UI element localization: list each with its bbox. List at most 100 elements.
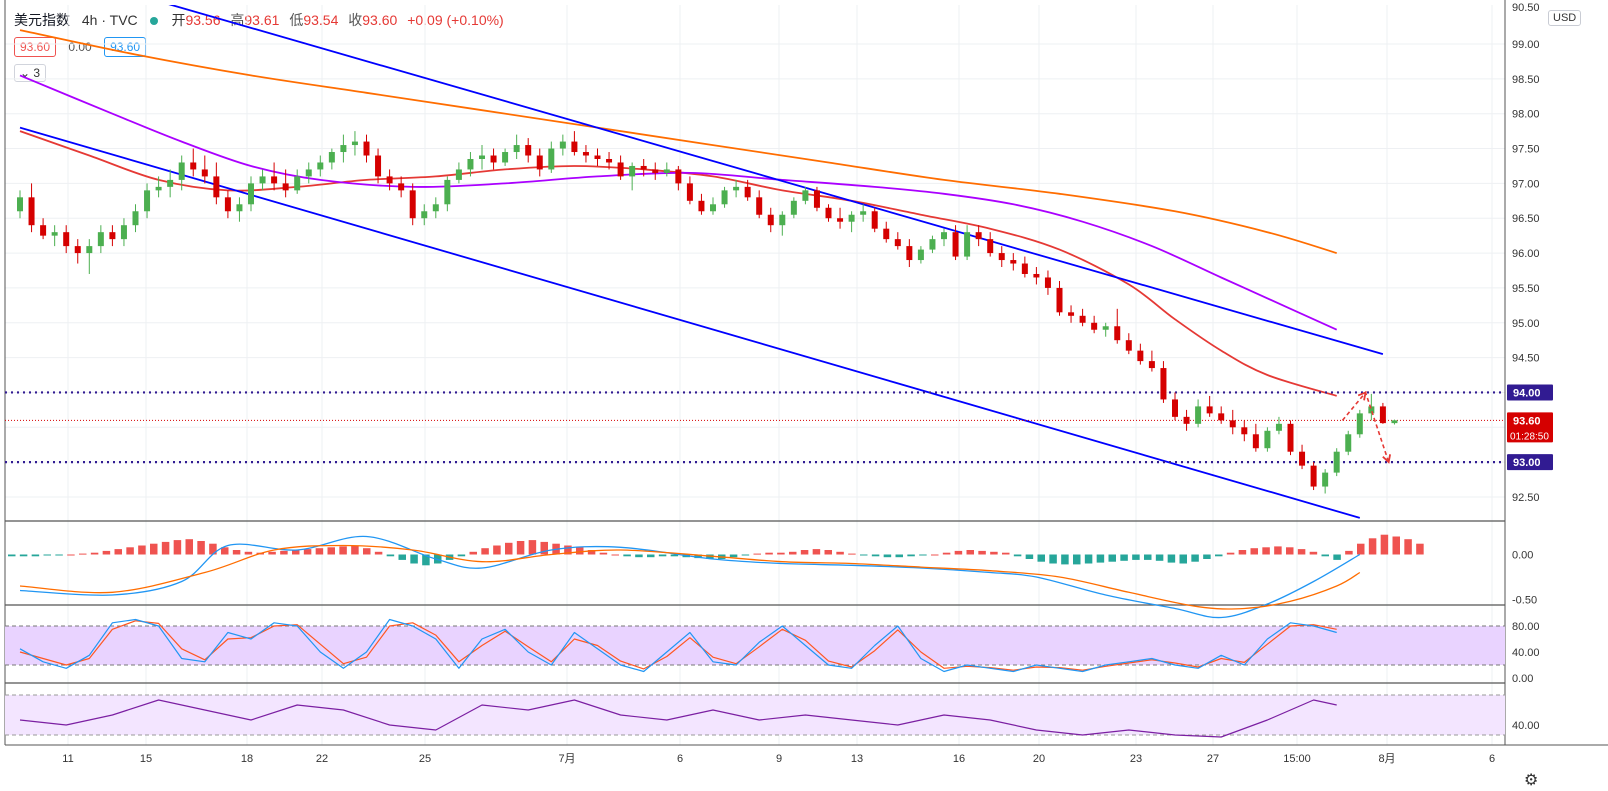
candle bbox=[1391, 419, 1398, 425]
candle bbox=[224, 190, 231, 219]
candle bbox=[871, 207, 878, 233]
macd-histogram-bar bbox=[895, 554, 903, 558]
macd-histogram-bar bbox=[398, 554, 406, 560]
candle bbox=[802, 186, 809, 205]
macd-histogram-bar bbox=[1155, 554, 1164, 561]
candle bbox=[1287, 420, 1294, 456]
candle bbox=[998, 246, 1005, 268]
candle-body bbox=[813, 190, 820, 208]
candle-body bbox=[917, 249, 924, 261]
candle bbox=[964, 225, 971, 261]
candle-body bbox=[455, 169, 462, 180]
candle bbox=[1091, 315, 1098, 334]
open-label: 开 bbox=[171, 12, 186, 28]
candle bbox=[1137, 343, 1144, 365]
macd-histogram-bar bbox=[966, 550, 974, 555]
candle-body bbox=[1345, 434, 1352, 452]
candle bbox=[51, 225, 58, 247]
chart-header: 美元指数 4h · TVC 开93.56 高93.61 低93.54 收93.6… bbox=[14, 10, 504, 30]
macd-histogram-bar bbox=[481, 548, 489, 555]
candle bbox=[1218, 406, 1225, 424]
candle bbox=[733, 179, 740, 198]
candle-body bbox=[1195, 406, 1202, 424]
candle-body bbox=[548, 148, 555, 170]
candle bbox=[629, 162, 636, 191]
macd-histogram-bar bbox=[670, 554, 679, 557]
candle-body bbox=[351, 141, 358, 146]
candle-body bbox=[1114, 326, 1121, 341]
candle bbox=[294, 169, 301, 194]
candle-body bbox=[178, 162, 185, 180]
gear-icon[interactable]: ⚙ bbox=[1524, 772, 1539, 789]
candle-body bbox=[144, 190, 151, 212]
high-value: 93.61 bbox=[244, 12, 280, 28]
candle bbox=[1183, 409, 1190, 431]
candle bbox=[317, 155, 324, 177]
candle-body bbox=[686, 183, 693, 201]
candle bbox=[1379, 402, 1386, 424]
rsi-line bbox=[19, 699, 1337, 738]
header-separator: · bbox=[101, 12, 110, 28]
candle-body bbox=[871, 211, 878, 229]
price-tick-label: 97.50 bbox=[1512, 144, 1540, 156]
macd-histogram-bar bbox=[1120, 554, 1128, 561]
price-tick-label: 97.00 bbox=[1512, 178, 1540, 190]
candle bbox=[236, 197, 243, 222]
candle-body bbox=[398, 183, 405, 191]
candle-body bbox=[51, 232, 58, 236]
macd-histogram-bar bbox=[942, 552, 951, 555]
macd-histogram-bar bbox=[1002, 552, 1010, 555]
time-tick-label: 6 bbox=[677, 753, 683, 765]
candle-body bbox=[409, 190, 416, 219]
macd-histogram-bar bbox=[824, 550, 832, 555]
candle-body bbox=[536, 155, 543, 170]
candle-body bbox=[1148, 361, 1155, 369]
candle-body bbox=[444, 179, 451, 205]
candle bbox=[1056, 280, 1063, 316]
macd-histogram-bar bbox=[1096, 554, 1105, 563]
stochastic-band bbox=[5, 626, 1505, 665]
macd-histogram-bar bbox=[363, 548, 371, 555]
annotation-arrow-down bbox=[1382, 454, 1391, 464]
macd-histogram-bar bbox=[812, 549, 821, 555]
candle-body bbox=[1102, 326, 1109, 330]
price-tick-label: 92.50 bbox=[1512, 492, 1540, 504]
candle-body bbox=[733, 186, 740, 191]
macd-histogram-bar bbox=[1321, 554, 1329, 557]
candle-body bbox=[1264, 430, 1271, 449]
candle bbox=[1021, 256, 1028, 278]
indicators-toggle[interactable]: ⌄ 3 bbox=[14, 64, 47, 82]
macd-histogram-bar bbox=[173, 540, 182, 555]
candle bbox=[1264, 427, 1271, 452]
time-tick-label: 25 bbox=[419, 753, 431, 765]
candle-body bbox=[28, 197, 35, 226]
chevron-down-icon: ⌄ bbox=[20, 66, 31, 80]
macd-histogram-bar bbox=[55, 554, 63, 556]
candle-body bbox=[224, 197, 231, 212]
candle bbox=[813, 186, 820, 212]
candle-body bbox=[1079, 315, 1086, 323]
macd-histogram-bar bbox=[1368, 538, 1377, 555]
candle bbox=[1333, 448, 1340, 477]
macd-histogram-bar bbox=[209, 543, 217, 555]
candle bbox=[1172, 392, 1178, 421]
candle bbox=[328, 148, 335, 170]
macd-histogram-bar bbox=[800, 550, 809, 555]
symbol-name[interactable]: 美元指数 bbox=[14, 12, 70, 28]
candle-body bbox=[929, 239, 936, 250]
candle-body bbox=[525, 145, 532, 156]
candle bbox=[686, 176, 693, 205]
channel-upper bbox=[168, 5, 1384, 355]
time-tick-label: 9 bbox=[776, 753, 782, 765]
macd-histogram-bar bbox=[765, 552, 773, 555]
macd-histogram-bar bbox=[1404, 539, 1412, 555]
currency-button[interactable]: USD bbox=[1548, 10, 1582, 26]
macd-histogram-bar bbox=[1215, 554, 1223, 557]
candle-body bbox=[63, 232, 70, 247]
candle-body bbox=[594, 155, 601, 159]
candle-body bbox=[421, 211, 428, 219]
candle-body bbox=[906, 246, 913, 261]
macd-histogram-bar bbox=[1286, 547, 1294, 555]
interval-label[interactable]: 4h bbox=[81, 12, 98, 28]
